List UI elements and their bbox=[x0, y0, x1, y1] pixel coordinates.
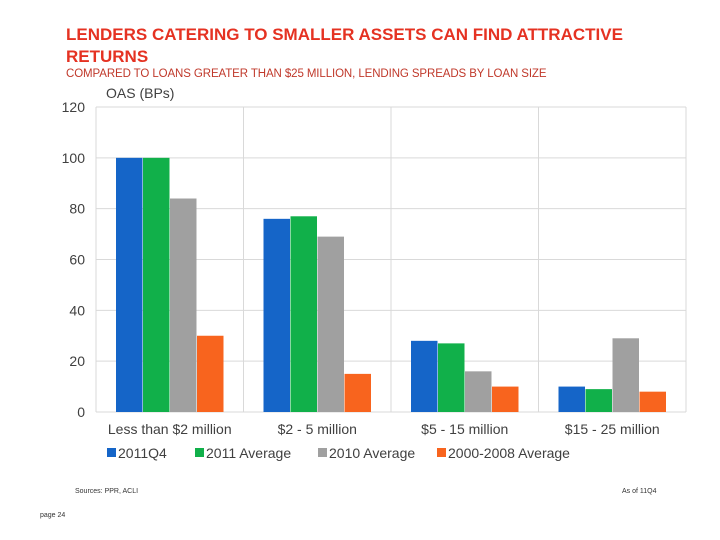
bar bbox=[492, 386, 519, 412]
sources-note: Sources: PPR, ACLI bbox=[75, 488, 139, 495]
tick-layer: 0 20 40 60 80 100 120 Less than $2 million $2 - … bbox=[62, 99, 660, 437]
bar-layer bbox=[116, 157, 666, 412]
bar bbox=[116, 157, 143, 412]
x-tick-label: $2 - 5 million bbox=[278, 421, 357, 437]
legend-swatch bbox=[107, 448, 116, 457]
legend-swatch bbox=[195, 448, 204, 457]
x-tick-label: $15 - 25 million bbox=[565, 421, 660, 437]
y-axis-label: OAS (BPs) bbox=[106, 85, 174, 101]
bar bbox=[197, 335, 224, 412]
x-tick-label: Less than $2 million bbox=[108, 421, 232, 437]
bar bbox=[465, 371, 492, 412]
y-tick-label: 80 bbox=[69, 201, 85, 217]
bar bbox=[411, 340, 438, 412]
page-number: page 24 bbox=[40, 512, 66, 519]
bar bbox=[558, 386, 585, 412]
bar bbox=[170, 198, 197, 412]
bar bbox=[612, 338, 639, 412]
y-tick-label: 120 bbox=[62, 99, 86, 115]
legend-label: 2011Q4 bbox=[118, 445, 167, 461]
bar bbox=[585, 389, 612, 412]
y-tick-label: 60 bbox=[69, 252, 85, 268]
legend-label: 2011 Average bbox=[206, 445, 291, 461]
page-title: LENDERS CATERING TO SMALLER ASSETS CAN F… bbox=[66, 25, 623, 66]
bar bbox=[344, 373, 371, 412]
y-tick-label: 20 bbox=[69, 353, 85, 369]
as-of-note: As of 11Q4 bbox=[622, 488, 657, 495]
page-subtitle: COMPARED TO LOANS GREATER THAN $25 MILLI… bbox=[66, 68, 547, 80]
bar bbox=[317, 236, 344, 412]
legend-label: 2000-2008 Average bbox=[448, 445, 570, 461]
bar bbox=[290, 216, 317, 412]
legend-label: 2010 Average bbox=[329, 445, 415, 461]
bar bbox=[263, 218, 290, 412]
bar bbox=[438, 343, 465, 412]
bar bbox=[639, 391, 666, 412]
legend: 2011Q4 2011 Average 2010 Average 2000-2008 … bbox=[107, 445, 570, 461]
y-tick-label: 40 bbox=[69, 302, 85, 318]
legend-swatch bbox=[318, 448, 327, 457]
y-tick-label: 100 bbox=[62, 150, 86, 166]
x-tick-label: $5 - 15 million bbox=[421, 421, 508, 437]
bar bbox=[143, 157, 170, 412]
y-tick-label: 0 bbox=[77, 404, 85, 420]
bar-chart: OAS (BPs) 0 20 40 60 80 100 120 Less than $2 mi… bbox=[62, 85, 687, 461]
legend-swatch bbox=[437, 448, 446, 457]
